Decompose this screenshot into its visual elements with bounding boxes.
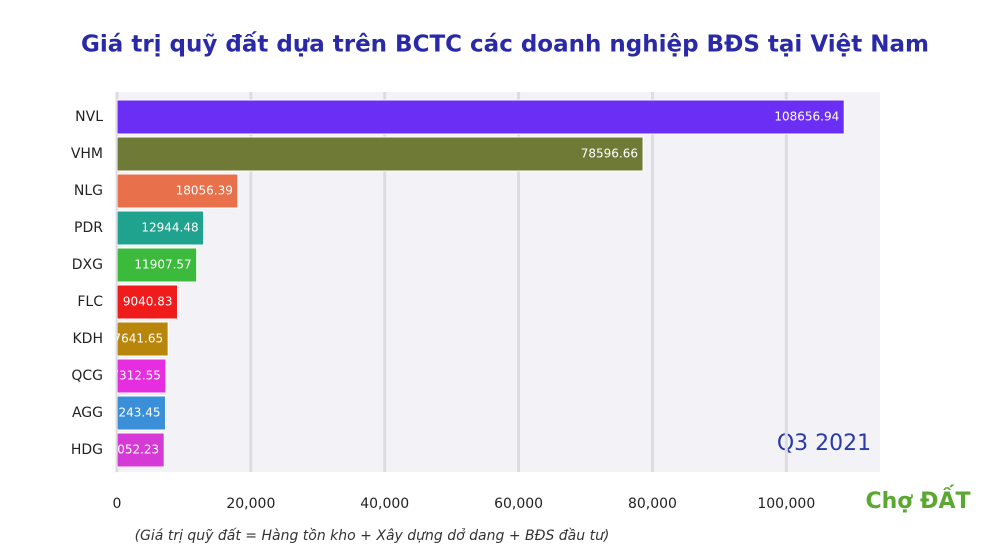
value-label: 18056.39 bbox=[176, 184, 233, 198]
x-tick-label: 80,000 bbox=[628, 496, 677, 512]
value-label: 9040.83 bbox=[123, 295, 173, 309]
value-label: 7641.65 bbox=[114, 332, 164, 346]
y-tick-label: QCG bbox=[71, 368, 103, 384]
y-tick-label: PDR bbox=[74, 220, 103, 236]
bar bbox=[117, 99, 845, 135]
bars: 108656.94 78596.66 18056.39 12944.48 11907.5… bbox=[110, 99, 845, 468]
value-label: 7312.55 bbox=[111, 369, 161, 383]
x-tick-label: 60,000 bbox=[494, 496, 543, 512]
bar bbox=[117, 284, 179, 320]
bar bbox=[117, 395, 166, 431]
value-label: 108656.94 bbox=[774, 110, 839, 124]
bar bbox=[117, 247, 198, 283]
x-tick-label: 100,000 bbox=[757, 496, 815, 512]
y-tick-label: KDH bbox=[73, 331, 104, 347]
bar bbox=[117, 358, 167, 394]
y-tick-label: FLC bbox=[77, 294, 103, 310]
period-label: Q3 2021 bbox=[777, 431, 871, 456]
y-tick-label: NLG bbox=[74, 183, 103, 199]
watermark: Chợ ĐẤT bbox=[865, 485, 970, 514]
y-tick-label: NVL bbox=[75, 109, 103, 125]
value-label: 11907.57 bbox=[134, 258, 191, 272]
value-label: 78596.66 bbox=[581, 147, 638, 161]
chart-title: Giá trị quỹ đất dựa trên BCTC các doanh … bbox=[81, 31, 929, 58]
value-label: 7052.23 bbox=[110, 443, 160, 457]
x-tick-label: 0 bbox=[113, 496, 122, 512]
footnote: (Giá trị quỹ đất = Hàng tồn kho + Xây dự… bbox=[135, 527, 610, 544]
bar bbox=[117, 210, 205, 246]
y-tick-label: DXG bbox=[72, 257, 103, 273]
x-tick-label: 40,000 bbox=[360, 496, 409, 512]
x-tick-label: 20,000 bbox=[226, 496, 275, 512]
bar bbox=[117, 321, 169, 357]
bar bbox=[117, 136, 644, 172]
value-label: 12944.48 bbox=[141, 221, 198, 235]
y-tick-label: HDG bbox=[71, 442, 103, 458]
value-label: 7243.45 bbox=[111, 406, 161, 420]
y-tick-label: AGG bbox=[72, 405, 103, 421]
bar bbox=[117, 173, 239, 209]
y-tick-label: VHM bbox=[71, 146, 103, 162]
bar bbox=[117, 432, 165, 468]
